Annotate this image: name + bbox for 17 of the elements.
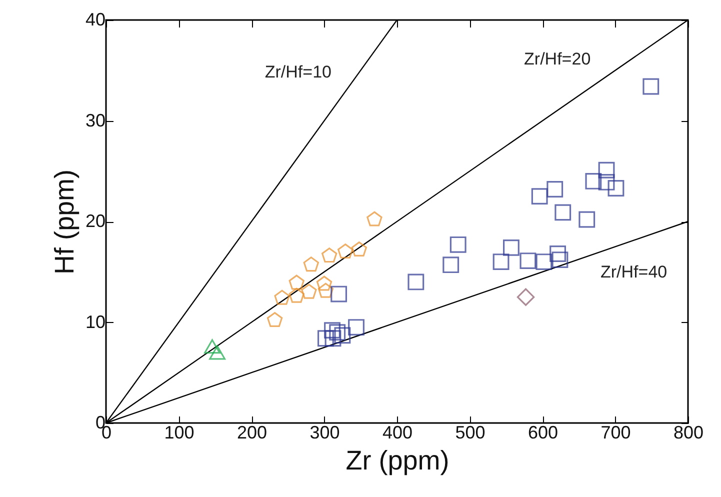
y-tick-label: 30 — [85, 110, 106, 130]
y-axis-title: Hf (ppm) — [49, 169, 80, 275]
x-tick-label: 500 — [455, 422, 486, 442]
x-tick-label: 300 — [310, 422, 340, 442]
x-axis-title: Zr (ppm) — [346, 446, 450, 476]
x-tick-label: 800 — [673, 422, 704, 442]
series-label: Zr/Hf=40 — [600, 262, 668, 282]
x-tick-label: 200 — [236, 422, 268, 442]
x-tick-label: 400 — [382, 422, 413, 442]
series-label: Zr/Hf=10 — [264, 62, 332, 82]
y-tick-label: 20 — [85, 211, 106, 231]
x-tick-label: 100 — [164, 422, 194, 442]
y-tick-label: 40 — [85, 10, 106, 30]
x-tick-label: 600 — [528, 422, 558, 442]
y-tick-label: 10 — [85, 312, 106, 332]
x-tick-label: 700 — [600, 422, 631, 442]
series-label: Zr/Hf=20 — [524, 49, 591, 68]
